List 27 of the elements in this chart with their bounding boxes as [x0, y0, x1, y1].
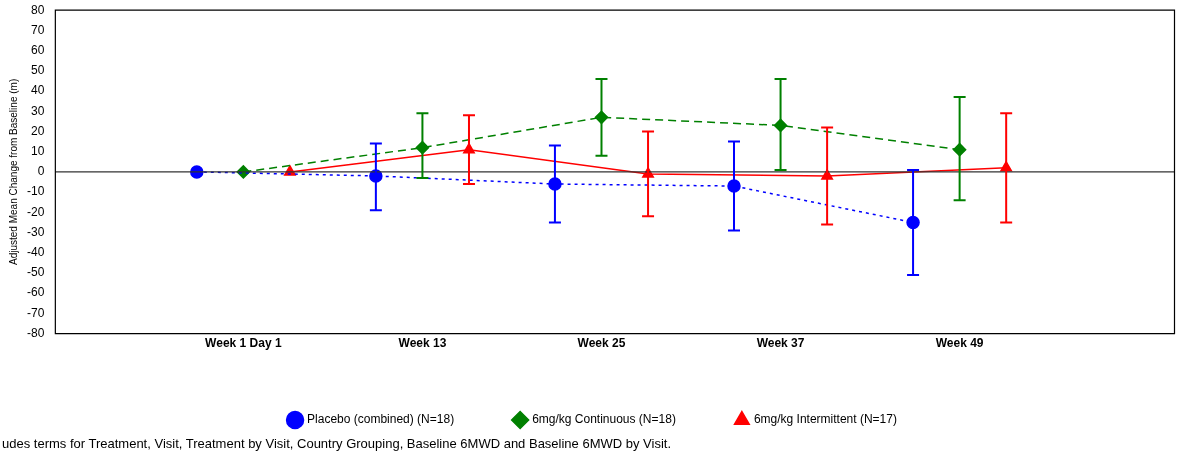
y-tick-label: -20: [27, 204, 45, 219]
y-tick-label: 80: [30, 2, 45, 17]
y-tick-label: 30: [30, 103, 45, 118]
y-tick-label: -40: [27, 245, 45, 260]
x-tick-label: Week 37: [756, 336, 805, 351]
legend-label: 6mg/kg Continuous (N=18): [532, 412, 676, 427]
y-tick-label: -30: [27, 224, 45, 239]
y-tick-label: -10: [27, 184, 45, 199]
y-tick-label: 50: [30, 63, 45, 78]
y-tick-label: 70: [30, 22, 45, 37]
y-tick-label: 60: [30, 42, 45, 57]
legend-label: 6mg/kg Intermittent (N=17): [753, 412, 897, 427]
x-tick-label: Week 1 Day 1: [205, 336, 282, 351]
y-tick-label: -70: [27, 305, 45, 320]
text: udes terms for Treatment, Visit, Treatment by Visit, Country Grouping, Baseline 6MWD and Baseline 6MWD by Visit.: [1, 436, 673, 451]
y-tick-label: -50: [27, 265, 45, 280]
x-tick-label: Week 25: [577, 336, 626, 351]
x-tick-label: Week 49: [935, 336, 984, 351]
x-tick-label: Week 13: [398, 336, 447, 351]
y-tick-label: -60: [27, 285, 45, 300]
legend-label: Placebo (combined) (N=18): [307, 412, 455, 427]
y-tick-label: -80: [27, 325, 45, 340]
y-tick-label: 0: [37, 164, 45, 179]
y-tick-label: 10: [30, 144, 45, 158]
y-tick-label: 40: [30, 83, 45, 98]
y-axis-title: Adjusted Mean Change from Baseline (m): [7, 78, 19, 265]
y-tick-label: 20: [30, 123, 45, 138]
